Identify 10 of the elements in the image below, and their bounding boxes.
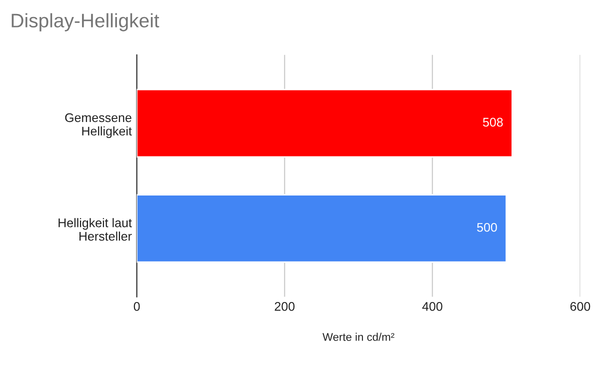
x-axis-title: Werte in cd/m² [322, 332, 394, 341]
y-tick-label: Gemessene Helligkeit [65, 113, 132, 138]
x-tick-label: 400 [422, 302, 442, 311]
x-tick-label: 200 [274, 302, 295, 311]
chart-title: Display-Helligkeit [12, 13, 160, 32]
data-label: 500 [477, 222, 497, 232]
y-tick-label: Helligkeit laut Hersteller [58, 218, 132, 241]
data-label: 508 [482, 118, 503, 127]
x-tick-label: 0 [134, 302, 140, 311]
x-tick-label: 600 [570, 302, 590, 311]
